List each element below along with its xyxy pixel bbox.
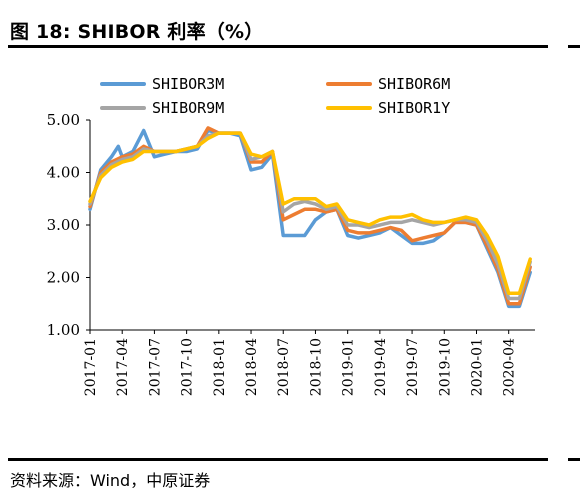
x-tick-label: 2018-10 [308, 338, 324, 396]
legend-label-shibor1y: SHIBOR1Y [378, 99, 450, 117]
x-tick-label: 2017-01 [83, 338, 99, 396]
y-tick-label: 3.00 [47, 216, 80, 234]
page-title: 图 18: SHIBOR 利率（%） [10, 21, 264, 43]
series-line-shibor1y [88, 131, 532, 296]
top-divider [8, 45, 548, 48]
x-tick-label: 2018-01 [212, 338, 228, 396]
legend-label-shibor3m: SHIBOR3M [152, 75, 224, 93]
x-tick-label: 2020-04 [502, 338, 518, 396]
x-tick-label: 2019-01 [341, 338, 357, 396]
legend-label-shibor9m: SHIBOR9M [152, 99, 224, 117]
top-divider-right [568, 45, 580, 48]
x-tick-label: 2018-07 [276, 338, 292, 396]
x-tick-label: 2019-07 [405, 338, 421, 396]
x-tick-label: 2017-10 [180, 338, 196, 396]
source-note: 资料来源：Wind，中原证券 [10, 471, 211, 490]
x-tick-label: 2019-10 [437, 338, 453, 396]
x-tick-label: 2020-01 [469, 338, 485, 396]
y-tick-label: 4.00 [47, 164, 80, 182]
bottom-divider-right [568, 458, 580, 461]
x-tick-label: 2019-04 [373, 338, 389, 396]
bottom-divider [8, 458, 548, 461]
y-tick-label: 5.00 [47, 111, 80, 129]
x-tick-label: 2017-04 [115, 338, 131, 396]
legend-label-shibor6m: SHIBOR6M [378, 75, 450, 93]
x-tick-label: 2018-04 [244, 338, 260, 396]
y-tick-label: 2.00 [47, 269, 80, 287]
y-tick-label: 1.00 [47, 321, 80, 339]
x-tick-label: 2017-07 [147, 338, 163, 396]
